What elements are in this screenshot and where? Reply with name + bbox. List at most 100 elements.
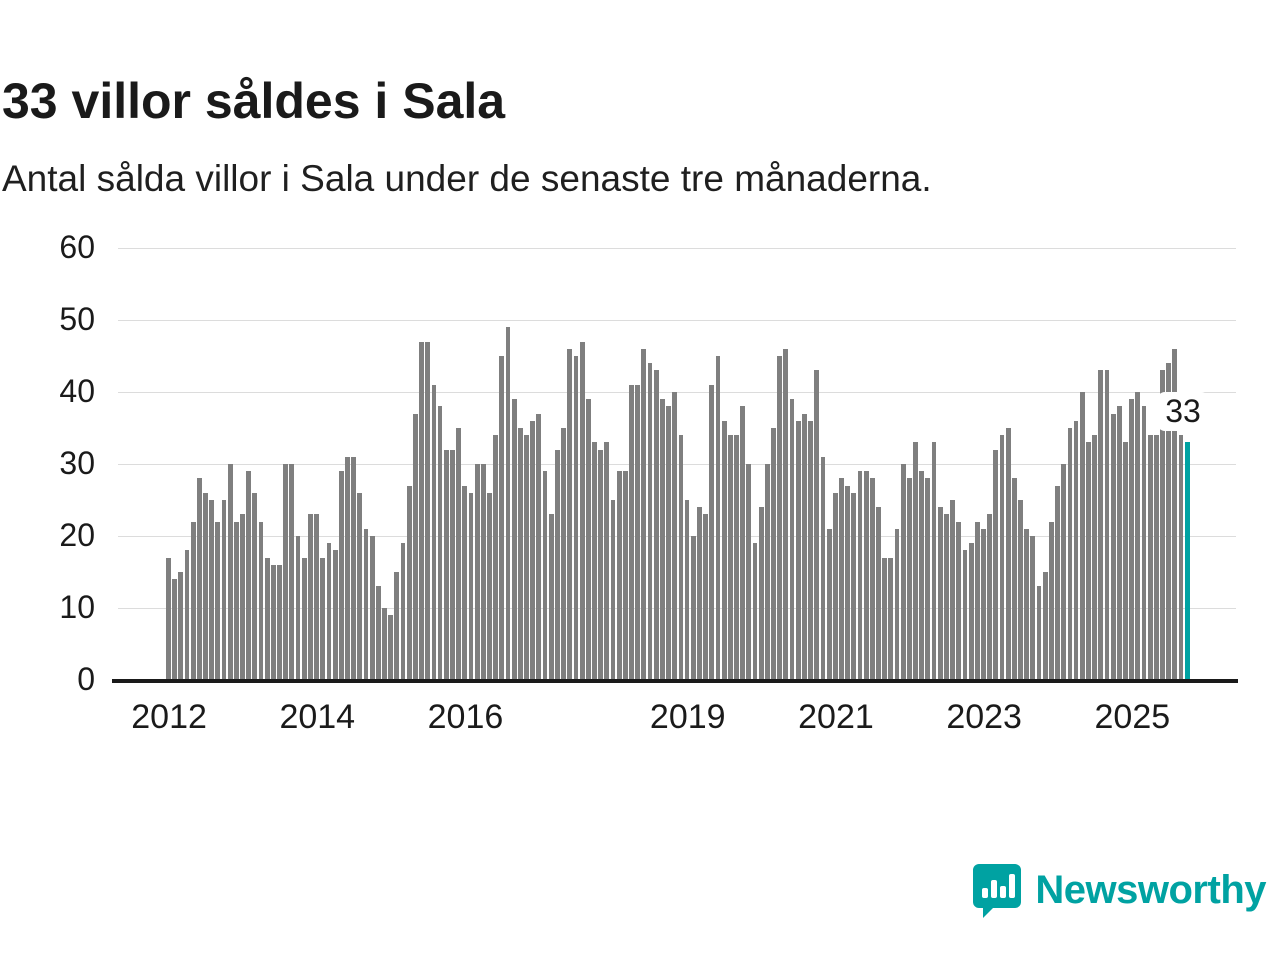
bar	[900, 464, 906, 680]
bar	[944, 514, 949, 680]
bar	[246, 471, 252, 680]
bar	[1147, 435, 1153, 680]
gridline	[118, 248, 1236, 249]
bar	[993, 449, 999, 680]
bar	[579, 341, 585, 680]
bar	[1086, 442, 1091, 680]
bar	[375, 586, 381, 680]
branding: Newsworthy	[971, 862, 1266, 918]
bar	[190, 521, 196, 680]
last-value-label: 33	[1157, 392, 1209, 432]
bar	[295, 536, 301, 680]
bar	[536, 413, 542, 680]
bar	[1123, 442, 1128, 680]
bar	[431, 384, 437, 680]
bar	[406, 485, 412, 680]
bar	[1116, 406, 1122, 680]
bar	[777, 356, 783, 680]
bar	[530, 420, 536, 680]
bar	[474, 464, 480, 680]
bar	[382, 608, 387, 680]
bar	[1153, 435, 1159, 680]
bar	[172, 579, 177, 680]
bar	[740, 406, 746, 680]
bar	[604, 442, 610, 680]
bar	[629, 384, 634, 680]
bar	[709, 384, 715, 680]
bar	[1018, 500, 1023, 680]
bar	[314, 514, 319, 680]
bar	[610, 500, 616, 680]
bar	[882, 557, 888, 680]
bar	[690, 536, 696, 680]
bar	[258, 521, 264, 680]
bar	[517, 428, 523, 680]
bar	[826, 528, 832, 680]
bar	[357, 492, 363, 680]
bar	[196, 478, 202, 680]
x-tick-label: 2025	[1094, 698, 1171, 736]
bar	[678, 435, 684, 680]
bar	[511, 399, 517, 680]
bar	[443, 449, 449, 680]
bar	[394, 572, 400, 680]
x-tick-label: 2019	[649, 698, 726, 736]
brand-name: Newsworthy	[1035, 867, 1266, 912]
bar	[419, 341, 424, 680]
bar	[561, 428, 566, 680]
bar	[876, 507, 881, 680]
y-tick-label: 30	[59, 445, 95, 481]
bar	[1166, 363, 1172, 680]
page-title: 33 villor såldes i Sala	[2, 72, 506, 129]
bar	[999, 435, 1005, 680]
bar	[703, 514, 708, 680]
bar	[1104, 370, 1110, 680]
bar	[913, 442, 918, 680]
bar	[277, 564, 282, 680]
bar	[894, 528, 900, 680]
bar	[758, 507, 764, 680]
bar	[363, 528, 369, 680]
bar	[771, 428, 776, 680]
bar	[548, 514, 554, 680]
bar	[925, 478, 931, 680]
bar	[1011, 478, 1017, 680]
bar	[820, 456, 826, 680]
bar	[203, 492, 208, 680]
bar	[598, 449, 604, 680]
bar	[425, 341, 431, 680]
bar	[462, 485, 468, 680]
y-tick-label: 50	[59, 301, 95, 337]
bar	[727, 435, 733, 680]
bar	[592, 442, 597, 680]
bar	[184, 550, 190, 680]
bar	[227, 464, 233, 680]
bar	[752, 543, 758, 680]
bar	[1110, 413, 1116, 680]
x-tick-label: 2023	[946, 698, 1022, 736]
bar	[832, 492, 838, 680]
bar	[845, 485, 851, 680]
bar	[456, 428, 462, 680]
newsworthy-logo-icon	[971, 862, 1023, 918]
bar	[1172, 348, 1178, 680]
bar	[499, 356, 505, 680]
bar	[283, 464, 289, 680]
bar	[252, 492, 258, 680]
bar	[1092, 435, 1098, 680]
bar	[332, 550, 338, 680]
y-tick-label: 60	[59, 229, 95, 265]
bar	[635, 384, 641, 680]
bar	[301, 557, 307, 680]
bar	[622, 471, 628, 680]
y-tick-label: 20	[59, 517, 95, 553]
bar	[672, 392, 678, 680]
bar	[789, 399, 795, 680]
bar	[338, 471, 344, 680]
bar	[1073, 420, 1079, 680]
bar	[937, 507, 943, 680]
bar	[326, 543, 332, 680]
bar-highlight	[1184, 442, 1190, 680]
bar	[647, 363, 653, 680]
